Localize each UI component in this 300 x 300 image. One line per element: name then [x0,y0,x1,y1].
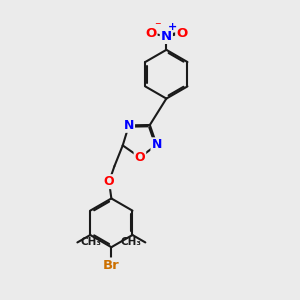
Text: O: O [104,175,114,188]
Text: O: O [145,27,157,40]
Text: O: O [135,151,145,164]
Text: CH₃: CH₃ [81,237,102,248]
Text: N: N [152,138,162,151]
Text: +: + [168,22,178,32]
Text: ⁻: ⁻ [154,20,161,33]
Text: O: O [176,27,188,40]
Text: CH₃: CH₃ [121,237,142,248]
Text: Br: Br [103,259,120,272]
Text: N: N [124,119,134,132]
Text: N: N [161,30,172,43]
